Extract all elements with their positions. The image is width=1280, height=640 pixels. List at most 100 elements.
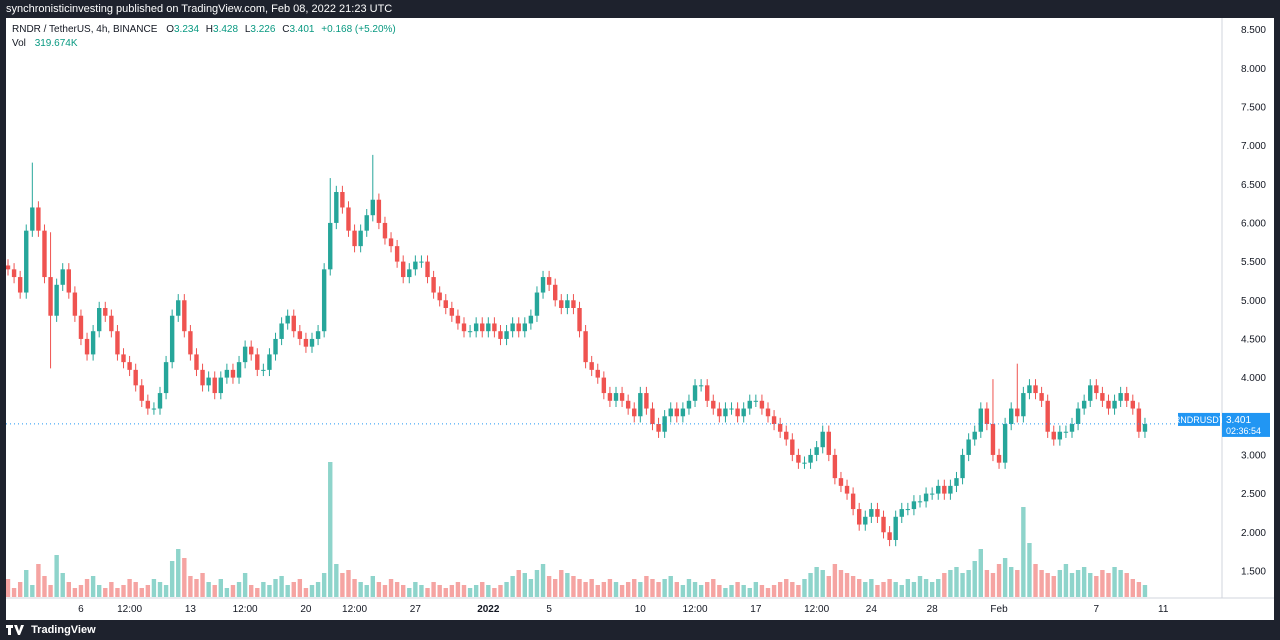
candle-body xyxy=(838,478,844,486)
volume-bar xyxy=(449,585,455,597)
candle-body xyxy=(613,393,619,401)
volume-bar xyxy=(668,576,673,597)
candle-body xyxy=(936,485,941,494)
volume-bar xyxy=(60,573,65,597)
candle-body xyxy=(279,323,284,339)
candle-body xyxy=(139,385,144,401)
volume-bar xyxy=(425,588,430,597)
candle-body xyxy=(498,331,503,339)
candlestick-chart[interactable]: 8.500 8.000 7.500 7.000 6.500 6.000 5.500 5.000… xyxy=(6,18,1274,620)
candle-body xyxy=(224,369,230,378)
candle-body xyxy=(176,300,181,316)
volume-bar xyxy=(242,573,248,597)
candle-body xyxy=(297,331,303,339)
candle-body xyxy=(431,277,436,293)
candle-body xyxy=(1130,400,1135,409)
y-tick-label: 4.500 xyxy=(1241,334,1266,345)
volume-bar xyxy=(674,582,679,597)
volume-bar xyxy=(759,585,765,597)
candle-body xyxy=(382,222,388,239)
chart-frame[interactable]: 8.500 8.000 7.500 7.000 6.500 6.000 5.500 5.000… xyxy=(6,18,1274,620)
candle-body xyxy=(30,207,35,231)
volume-bar xyxy=(875,585,880,597)
candle-body xyxy=(917,501,923,503)
candle-body xyxy=(1015,408,1020,417)
volume-bar xyxy=(212,585,217,597)
volume-bar xyxy=(291,582,296,597)
volume-bar xyxy=(577,579,582,597)
x-tick-label: 12:00 xyxy=(342,604,367,615)
candle-body xyxy=(656,424,661,432)
candle-body xyxy=(905,509,911,511)
volume-bar xyxy=(765,588,771,597)
candle-body xyxy=(972,431,977,440)
x-tick-label: 7 xyxy=(1094,604,1100,615)
volume-bar xyxy=(504,582,509,597)
y-tick-label: 2.000 xyxy=(1241,528,1266,539)
candle-body xyxy=(911,501,917,510)
volume-bar xyxy=(1033,564,1038,597)
volume-bar xyxy=(303,588,309,597)
candle-body xyxy=(103,308,108,316)
volume-bar xyxy=(121,585,126,597)
candle-body xyxy=(680,408,686,417)
volume-bar xyxy=(1106,573,1111,597)
x-tick-label: 12:00 xyxy=(804,604,829,615)
volume-bar xyxy=(437,585,442,597)
candle-body xyxy=(546,277,552,285)
volume-bar xyxy=(850,576,856,597)
symbol-tag-label: RNDRUSDT xyxy=(1174,415,1225,425)
volume-bar xyxy=(869,579,874,597)
volume-bar xyxy=(589,579,594,597)
volume-bar xyxy=(911,582,917,597)
candle-body xyxy=(121,354,126,363)
candle-body xyxy=(802,462,807,464)
candle-body xyxy=(583,331,588,363)
candle-body xyxy=(218,377,223,394)
volume-bar xyxy=(163,585,169,597)
candle-body xyxy=(850,493,856,510)
volume-bar xyxy=(382,585,388,597)
candle-body xyxy=(741,408,746,417)
candle-body xyxy=(169,315,175,363)
candle-body xyxy=(899,509,904,517)
volume-bar xyxy=(1130,579,1135,597)
candle-body xyxy=(929,493,935,495)
change-value: +0.168 (+5.20%) xyxy=(321,24,396,35)
candle-body xyxy=(1045,400,1050,432)
volume-bar xyxy=(698,585,704,597)
candle-body xyxy=(711,400,716,409)
volume-bar xyxy=(97,585,102,597)
volume-bar xyxy=(455,582,461,597)
symbol-legend: RNDR / TetherUS, 4h, BINANCE O3.234 H3.4… xyxy=(12,24,396,35)
candle-body xyxy=(729,408,734,410)
candle-body xyxy=(394,246,400,262)
volume-bar xyxy=(996,564,1002,597)
candle-body xyxy=(407,269,412,278)
candle-body xyxy=(1033,385,1038,394)
volume-bar xyxy=(334,564,339,597)
x-tick-label: 13 xyxy=(185,604,197,615)
candle-body xyxy=(522,323,527,332)
volume-bar xyxy=(863,582,868,597)
candle-body xyxy=(133,369,138,386)
candle-body xyxy=(1106,400,1111,409)
candle-body xyxy=(753,400,759,402)
volume-bar xyxy=(893,582,898,597)
volume-bar xyxy=(777,582,783,597)
volume-bar xyxy=(692,582,698,597)
candle-body xyxy=(36,207,41,231)
candle-body xyxy=(747,400,752,409)
y-tick-label: 1.500 xyxy=(1241,566,1266,577)
candle-body xyxy=(443,300,448,308)
candle-body xyxy=(1039,393,1044,401)
candle-body xyxy=(796,454,801,463)
candle-body xyxy=(303,338,309,347)
volume-bar xyxy=(1051,576,1056,597)
candle-body xyxy=(674,408,679,417)
volume-bar xyxy=(553,579,558,597)
candle-body xyxy=(1112,400,1117,409)
candle-body xyxy=(978,408,983,432)
volume-bar xyxy=(1136,582,1142,597)
volume-bar xyxy=(1075,570,1081,597)
